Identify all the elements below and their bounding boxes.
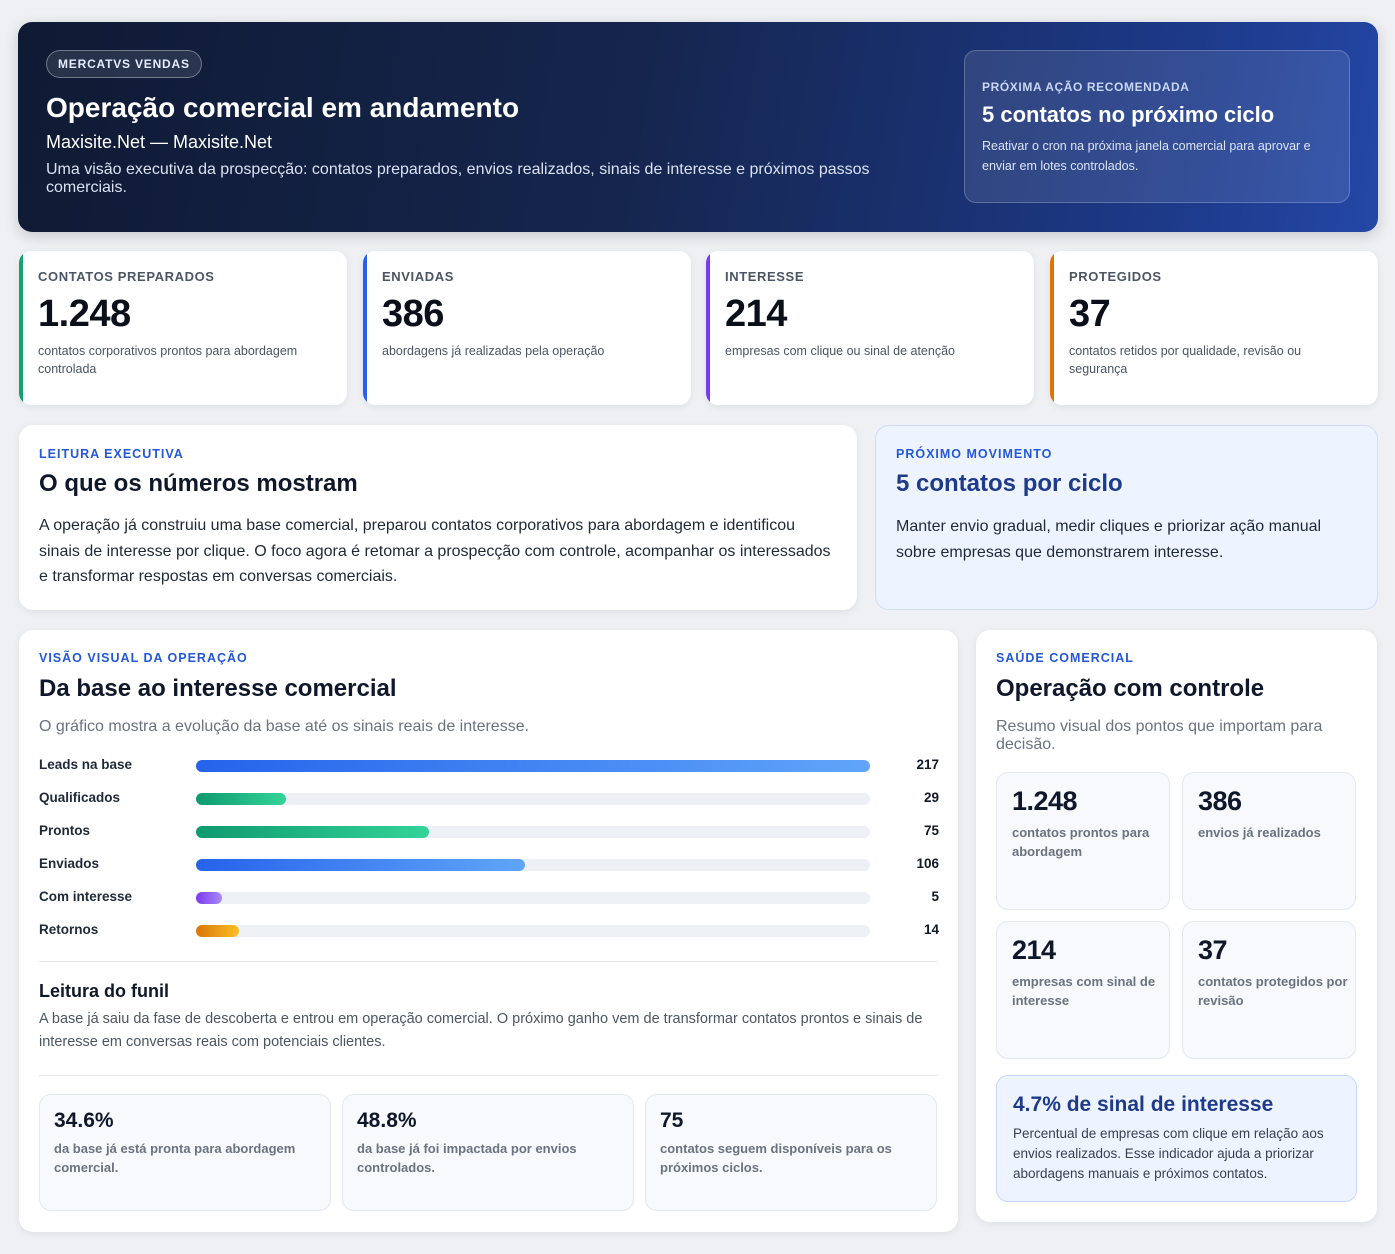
bar-fill (196, 892, 222, 904)
stat-card-protegidos: PROTEGIDOS 37 contatos retidos por quali… (1050, 251, 1378, 405)
stat-value: 214 (725, 293, 787, 335)
next-move-text: Manter envio gradual, medir cliques e pr… (896, 518, 1322, 561)
visual-operation-panel: VISÃO VISUAL DA OPERAÇÃO Da base ao inte… (19, 630, 958, 1232)
health-card: 37 contatos protegidos por revisão (1182, 921, 1356, 1059)
next-move-title: 5 contatos por ciclo (896, 470, 1123, 497)
health-card: 1.248 contatos prontos para abordagem (996, 772, 1170, 910)
metric-description: contatos seguem disponíveis para os próx… (660, 1141, 892, 1175)
funnel-text: A base já saiu da fase de descoberta e e… (39, 1011, 923, 1050)
interest-signal-title: 4.7% de sinal de interesse (1013, 1093, 1274, 1116)
bar-row: Leads na base 217 (39, 757, 939, 773)
executive-reading-panel: LEITURA EXECUTIVA O que os números mostr… (19, 425, 857, 610)
stat-card-enviadas: ENVIADAS 386 abordagens já realizadas pe… (363, 251, 691, 405)
health-kicker: SAÚDE COMERCIAL (996, 651, 1134, 665)
bar-row: Qualificados 29 (39, 790, 939, 806)
metric-description: da base já foi impactada por envios cont… (357, 1141, 577, 1175)
executive-title: O que os números mostram (39, 470, 358, 497)
next-move-panel: PRÓXIMO MOVIMENTO 5 contatos por ciclo M… (875, 425, 1378, 610)
funnel-title: Leitura do funil (39, 981, 169, 1001)
executive-text: A operação já construiu uma base comerci… (39, 517, 831, 585)
bar-value: 5 (931, 889, 939, 904)
bar-label: Retornos (39, 922, 99, 937)
bar-label: Leads na base (39, 757, 133, 772)
interest-signal-text: Percentual de empresas com clique em rel… (1013, 1126, 1324, 1181)
bar-value: 106 (916, 856, 939, 871)
bar-track (196, 760, 870, 772)
visual-title: Da base ao interesse comercial (39, 675, 397, 702)
bar-value: 14 (923, 922, 939, 937)
health-card: 214 empresas com sinal de interesse (996, 921, 1170, 1059)
stat-label: PROTEGIDOS (1069, 269, 1162, 284)
bar-label: Prontos (39, 823, 91, 838)
bar-value: 75 (923, 823, 939, 838)
health-card-description: envios já realizados (1198, 825, 1321, 840)
bar-fill (196, 760, 870, 772)
stat-description: contatos corporativos prontos para abord… (38, 344, 298, 376)
bar-fill (196, 859, 525, 871)
next-action-card: PRÓXIMA AÇÃO RECOMENDADA 5 contatos no p… (964, 50, 1350, 203)
bar-label: Enviados (39, 856, 100, 871)
stat-label: ENVIADAS (382, 269, 454, 284)
stat-description: abordagens já realizadas pela operação (382, 344, 605, 358)
bar-fill (196, 925, 239, 937)
next-action-description: Reativar o cron na próxima janela comerc… (982, 139, 1311, 173)
stat-card-contatos: CONTATOS PREPARADOS 1.248 contatos corpo… (19, 251, 347, 405)
stat-value: 1.248 (38, 293, 131, 335)
bar-track (196, 892, 870, 904)
metric-card: 75 contatos seguem disponíveis para os p… (645, 1094, 937, 1211)
metric-value: 34.6% (54, 1109, 114, 1132)
page-subtitle: Maxisite.Net — Maxisite.Net (46, 132, 273, 152)
bar-value: 217 (916, 757, 939, 772)
bar-track (196, 859, 870, 871)
bar-label: Qualificados (39, 790, 121, 805)
stat-value: 386 (382, 293, 444, 335)
stat-value: 37 (1069, 293, 1111, 335)
bar-value: 29 (923, 790, 939, 805)
health-subtitle: Resumo visual dos pontos que importam pa… (996, 718, 1323, 753)
bar-track (196, 793, 870, 805)
health-card-value: 214 (1012, 935, 1056, 965)
stat-description: empresas com clique ou sinal de atenção (725, 344, 955, 358)
metric-description: da base já está pronta para abordagem co… (54, 1141, 296, 1175)
bar-track (196, 826, 870, 838)
bar-fill (196, 793, 286, 805)
health-card-value: 386 (1198, 786, 1242, 816)
metric-value: 75 (660, 1109, 684, 1132)
executive-kicker: LEITURA EXECUTIVA (39, 447, 184, 461)
stat-label: CONTATOS PREPARADOS (38, 269, 215, 284)
health-card-description: contatos prontos para abordagem (1012, 825, 1150, 859)
health-card-description: contatos protegidos por revisão (1198, 974, 1348, 1008)
metric-value: 48.8% (357, 1109, 417, 1132)
stat-card-interesse: INTERESSE 214 empresas com clique ou sin… (706, 251, 1034, 405)
bar-track (196, 925, 870, 937)
bar-row: Prontos 75 (39, 823, 939, 839)
bar-row: Com interesse 5 (39, 889, 939, 905)
page-title: Operação comercial em andamento (46, 92, 520, 123)
page-description: Uma visão executiva da prospecção: conta… (46, 161, 870, 196)
health-title: Operação com controle (996, 675, 1265, 702)
health-card-description: empresas com sinal de interesse (1012, 974, 1156, 1008)
health-card-value: 37 (1198, 935, 1228, 965)
interest-signal-card: 4.7% de sinal de interesse Percentual de… (996, 1075, 1357, 1202)
commercial-health-panel: SAÚDE COMERCIAL Operação com controle Re… (976, 630, 1377, 1222)
divider (39, 961, 938, 962)
health-card: 386 envios já realizados (1182, 772, 1356, 910)
visual-kicker: VISÃO VISUAL DA OPERAÇÃO (39, 651, 248, 665)
brand-badge: MERCATVS VENDAS (46, 50, 202, 78)
stat-description: contatos retidos por qualidade, revisão … (1069, 344, 1302, 376)
next-action-kicker: PRÓXIMA AÇÃO RECOMENDADA (982, 80, 1190, 94)
bar-row: Retornos 14 (39, 922, 939, 938)
hero-banner: MERCATVS VENDAS Operação comercial em an… (18, 22, 1378, 232)
bar-row: Enviados 106 (39, 856, 939, 872)
stat-label: INTERESSE (725, 269, 805, 284)
bar-label: Com interesse (39, 889, 133, 904)
metric-card: 34.6% da base já está pronta para aborda… (39, 1094, 331, 1211)
metric-card: 48.8% da base já foi impactada por envio… (342, 1094, 634, 1211)
next-action-title: 5 contatos no próximo ciclo (982, 102, 1275, 127)
visual-subtitle: O gráfico mostra a evolução da base até … (39, 718, 530, 735)
divider (39, 1075, 938, 1076)
next-move-kicker: PRÓXIMO MOVIMENTO (896, 447, 1053, 461)
health-card-value: 1.248 (1012, 786, 1078, 816)
bar-fill (196, 826, 429, 838)
